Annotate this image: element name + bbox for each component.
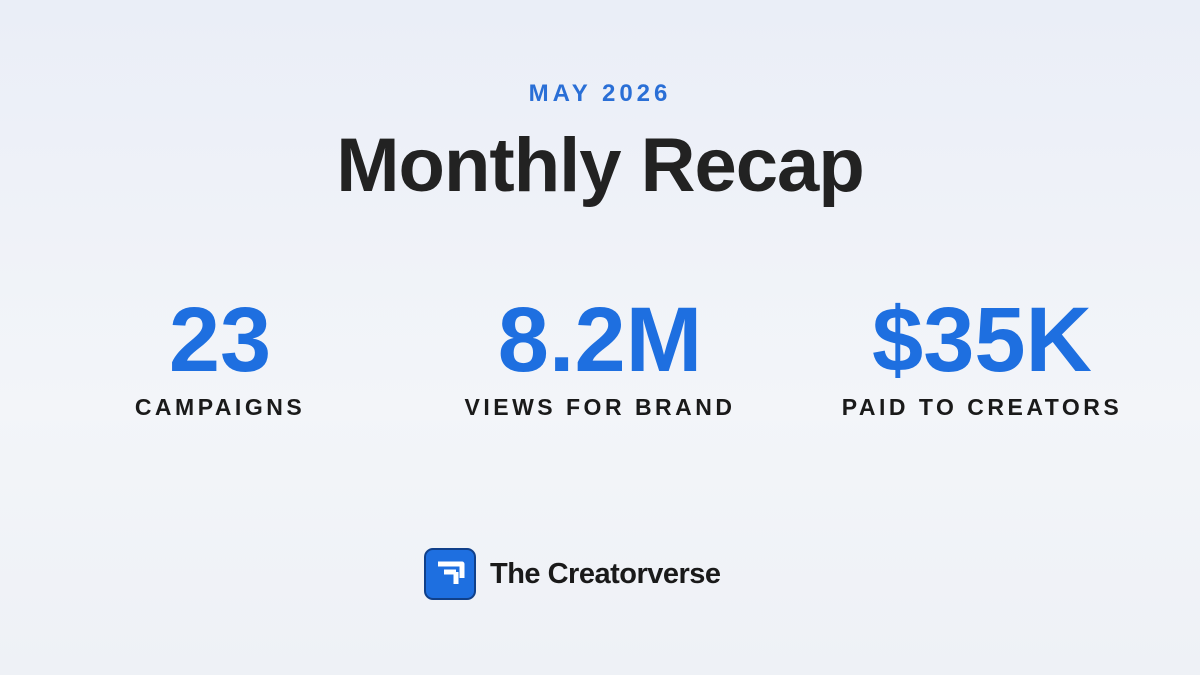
- stat-value: 8.2M: [497, 289, 703, 391]
- stat-label: CAMPAIGNS: [134, 394, 306, 420]
- title: Monthly Recap: [336, 123, 865, 208]
- stat: 8.2M VIEWS FOR BRAND: [400, 290, 800, 421]
- brand: The Creatorverse: [424, 548, 721, 600]
- stat-label: VIEWS FOR BRAND: [464, 394, 736, 420]
- brand-name: The Creatorverse: [490, 557, 721, 590]
- period: MAY 2026: [528, 80, 672, 107]
- brand-logo: [424, 548, 476, 600]
- stat: $35K PAID TO CREATORS: [782, 290, 1182, 421]
- stat-value: $35K: [872, 289, 1092, 391]
- stat-label: PAID TO CREATORS: [841, 394, 1123, 420]
- stat-value: 23: [168, 289, 272, 391]
- stat: 23 CAMPAIGNS: [20, 290, 420, 421]
